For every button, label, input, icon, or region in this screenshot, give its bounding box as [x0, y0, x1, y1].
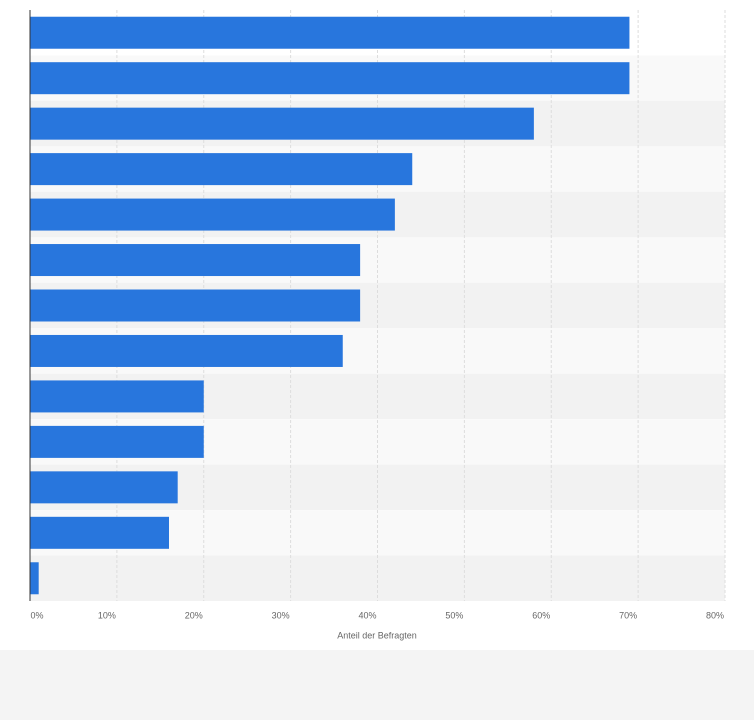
- bar: [30, 562, 39, 595]
- bar: [30, 244, 361, 277]
- bar: [30, 471, 178, 504]
- bar: [30, 153, 413, 186]
- bar: [30, 16, 630, 49]
- x-tick-label: 80%: [706, 610, 724, 620]
- bar: [30, 334, 343, 367]
- x-tick-label: 50%: [445, 610, 463, 620]
- x-tick-label: 0%: [30, 610, 43, 620]
- x-axis-label: Anteil der Befragten: [337, 630, 417, 640]
- bar: [30, 516, 169, 549]
- row-band: [30, 555, 725, 601]
- x-tick-label: 40%: [358, 610, 376, 620]
- x-tick-label: 70%: [619, 610, 637, 620]
- x-tick-label: 10%: [98, 610, 116, 620]
- bar: [30, 425, 204, 458]
- x-tick-label: 60%: [532, 610, 550, 620]
- bar: [30, 198, 395, 231]
- bar: [30, 62, 630, 95]
- x-tick-label: 20%: [185, 610, 203, 620]
- bar: [30, 380, 204, 413]
- bar: [30, 289, 361, 322]
- footer-panel: [0, 650, 754, 720]
- x-tick-label: 30%: [272, 610, 290, 620]
- bar: [30, 107, 534, 140]
